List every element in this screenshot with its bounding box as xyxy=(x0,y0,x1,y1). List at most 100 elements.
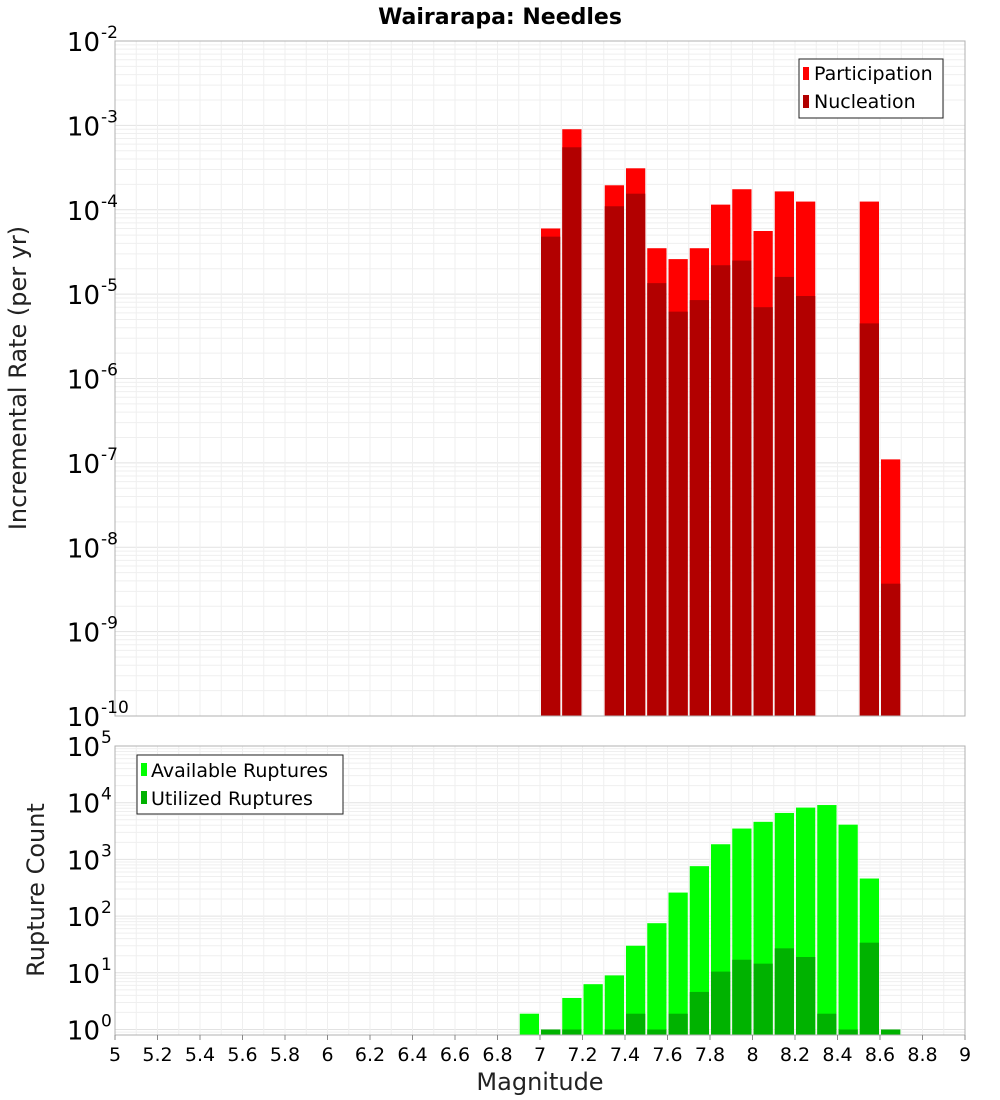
y-tick-label: 10 xyxy=(67,197,100,227)
bar-utilized-ruptures xyxy=(774,948,794,1035)
bar-utilized-ruptures xyxy=(647,1029,667,1035)
y-tick-exponent: -3 xyxy=(101,107,118,127)
count-legend-box xyxy=(136,754,344,815)
bar-nucleation xyxy=(753,307,773,716)
y-tick-exponent: -4 xyxy=(101,192,118,212)
y-tick-exponent: -9 xyxy=(101,614,118,634)
bar-available-ruptures xyxy=(562,997,582,1035)
bar-available-ruptures xyxy=(647,923,667,1035)
bar-utilized-ruptures xyxy=(689,991,709,1035)
bar-available-ruptures xyxy=(838,824,858,1035)
bar-nucleation xyxy=(711,265,731,716)
bar-nucleation xyxy=(541,236,561,716)
x-tick-label: 7.2 xyxy=(567,1044,597,1066)
y-tick-label: 10 xyxy=(67,366,100,396)
bar-nucleation xyxy=(626,193,646,716)
legend-swatch-available xyxy=(141,763,147,776)
legend-label-utilized: Utilized Ruptures xyxy=(151,788,313,810)
bar-available-ruptures xyxy=(583,984,603,1035)
bar-utilized-ruptures xyxy=(562,1029,582,1035)
x-tick-label: 7.6 xyxy=(652,1044,682,1066)
x-axis-label: Magnitude xyxy=(476,1068,603,1096)
rate-y-axis-label: Incremental Rate (per yr) xyxy=(4,226,32,530)
bar-utilized-ruptures xyxy=(753,963,773,1035)
y-tick-label: 10 xyxy=(67,1017,100,1047)
x-tick-label: 9 xyxy=(959,1044,971,1066)
legend-label-available: Available Ruptures xyxy=(151,760,328,782)
x-tick-label: 8.2 xyxy=(780,1044,810,1066)
bar-nucleation xyxy=(647,283,667,716)
bar-utilized-ruptures xyxy=(817,1013,837,1035)
bar-available-ruptures xyxy=(519,1013,539,1035)
count-y-axis-label: Rupture Count xyxy=(22,803,50,977)
bar-nucleation xyxy=(562,147,582,717)
chart-title: Wairarapa: Needles xyxy=(378,5,622,30)
bar-available-ruptures xyxy=(626,945,646,1035)
y-tick-exponent: 1 xyxy=(101,955,112,975)
y-tick-label: 10 xyxy=(67,903,100,933)
x-tick-label: 6.2 xyxy=(355,1044,385,1066)
bar-nucleation xyxy=(732,260,752,716)
bar-utilized-ruptures xyxy=(838,1029,858,1035)
bar-utilized-ruptures xyxy=(604,1029,624,1035)
y-tick-label: 10 xyxy=(67,960,100,990)
legend-swatch-utilized xyxy=(141,791,147,804)
bar-utilized-ruptures xyxy=(711,971,731,1035)
y-tick-exponent: 0 xyxy=(101,1012,112,1032)
bar-nucleation xyxy=(689,300,709,716)
x-tick-label: 6 xyxy=(321,1044,333,1066)
rate-grid xyxy=(114,40,966,717)
legend-label-nucleation: Nucleation xyxy=(814,91,916,113)
x-tick-label: 6.8 xyxy=(482,1044,512,1066)
y-tick-exponent: 4 xyxy=(101,785,112,805)
y-tick-label: 10 xyxy=(67,112,100,142)
bar-available-ruptures xyxy=(668,892,688,1035)
y-tick-exponent: 2 xyxy=(101,898,112,918)
y-tick-exponent: -10 xyxy=(101,698,129,718)
bar-nucleation xyxy=(668,311,688,716)
y-tick-label: 10 xyxy=(67,619,100,649)
bar-utilized-ruptures xyxy=(732,959,752,1035)
bar-nucleation xyxy=(604,206,624,716)
x-tick-label: 5.6 xyxy=(227,1044,257,1066)
rate-plot-border xyxy=(114,40,966,717)
x-tick-label: 5.2 xyxy=(142,1044,172,1066)
count-legend: Available Ruptures Utilized Ruptures xyxy=(136,754,344,815)
rate-legend-box xyxy=(798,58,944,119)
legend-swatch-nucleation xyxy=(803,95,809,108)
bar-nucleation xyxy=(774,276,794,716)
rate-legend: Participation Nucleation xyxy=(798,58,944,119)
bar-nucleation xyxy=(881,583,901,716)
y-tick-exponent: -7 xyxy=(101,445,118,465)
bar-available-ruptures xyxy=(604,975,624,1035)
bar-nucleation xyxy=(859,323,879,716)
count-bars xyxy=(519,805,901,1035)
y-tick-exponent: -8 xyxy=(101,529,118,549)
y-tick-label: 10 xyxy=(67,846,100,876)
y-tick-label: 10 xyxy=(67,28,100,58)
legend-label-participation: Participation xyxy=(814,63,933,85)
y-tick-label: 10 xyxy=(67,790,100,820)
x-tick-label: 8.4 xyxy=(822,1044,852,1066)
legend-swatch-participation xyxy=(803,67,809,80)
x-tick-label: 7.4 xyxy=(610,1044,640,1066)
x-axis-ticks: 5 5.2 5.4 5.6 5.8 6 6.2 6.4 6.6 6.8 7 7.2 7.4 7.6 7.8 8… xyxy=(109,1035,971,1066)
y-tick-exponent: -5 xyxy=(101,276,118,296)
x-tick-label: 8 xyxy=(746,1044,758,1066)
x-tick-label: 5.8 xyxy=(270,1044,300,1066)
y-tick-label: 10 xyxy=(67,703,100,733)
rate-bars xyxy=(541,129,901,717)
bar-utilized-ruptures xyxy=(541,1029,561,1035)
x-tick-label: 7 xyxy=(534,1044,546,1066)
bar-nucleation xyxy=(796,296,816,716)
y-tick-exponent: 5 xyxy=(101,728,112,748)
x-tick-label: 6.6 xyxy=(440,1044,470,1066)
y-tick-exponent: 3 xyxy=(101,841,112,861)
x-tick-label: 7.8 xyxy=(695,1044,725,1066)
bar-utilized-ruptures xyxy=(668,1013,688,1035)
x-tick-label: 5.4 xyxy=(185,1044,215,1066)
